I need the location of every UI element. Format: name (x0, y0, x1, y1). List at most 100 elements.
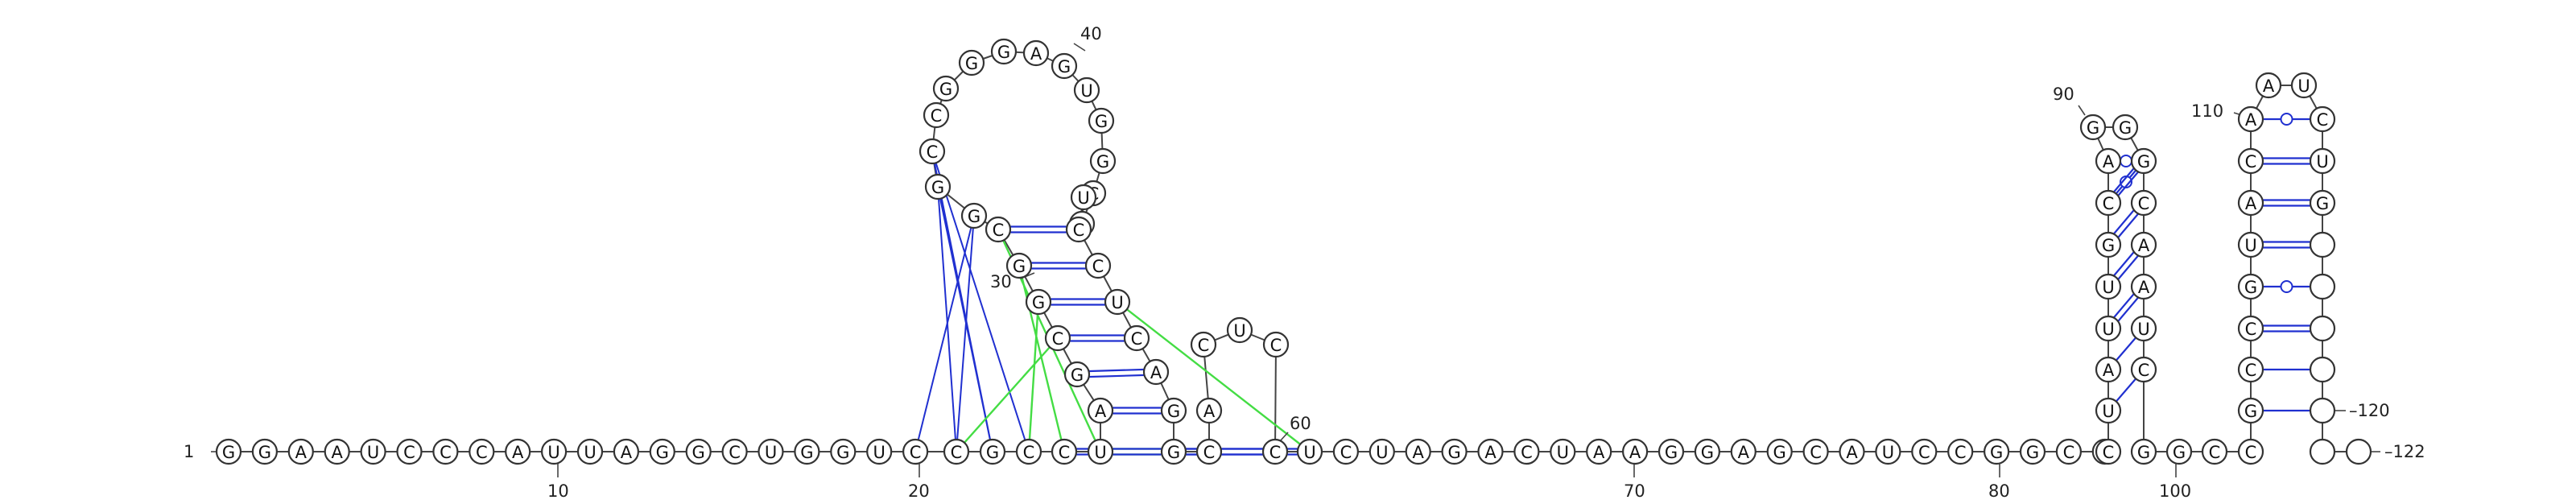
nucleotide: G (2165, 438, 2193, 465)
nucleotide: G (1984, 438, 2010, 465)
svg-text:G: G (222, 443, 235, 462)
svg-text:G: G (1058, 57, 1071, 76)
svg-text:A: A (332, 443, 344, 462)
label-120: –120 (2349, 401, 2390, 420)
nucleotide: G (1025, 288, 1052, 316)
base-pair (1077, 374, 1157, 378)
nucleotide: U (1226, 316, 1253, 344)
nucleotide: C (902, 438, 929, 465)
svg-text:U: U (1303, 443, 1315, 462)
nucleotide: G (685, 438, 712, 465)
nucleotide: G (2112, 114, 2139, 141)
nucleotide: C (2237, 315, 2264, 342)
nucleotide: C (2095, 438, 2122, 465)
label-40: 40 (1080, 24, 1102, 43)
nucleotide: C (1513, 438, 1540, 465)
nucleotide: A (613, 438, 640, 465)
svg-text:U: U (547, 443, 559, 462)
nucleotide: C (919, 138, 946, 165)
nucleotide: G (1441, 438, 1468, 465)
nucleotide: C (469, 438, 495, 465)
nucleotide: C (1051, 438, 1078, 465)
nucleotide: A (2237, 189, 2264, 217)
svg-text:C: C (729, 443, 741, 462)
svg-text:G: G (965, 54, 978, 73)
nucleotide: A (1087, 397, 1114, 424)
svg-text:C: C (2063, 443, 2075, 462)
interaction-line (1117, 301, 1311, 452)
svg-text:G: G (1665, 443, 1678, 462)
svg-text:G: G (1773, 443, 1786, 462)
nucleotide: A (2095, 147, 2122, 175)
nucleotide: G (794, 438, 820, 465)
svg-text:G: G (2137, 443, 2150, 462)
label-20: 20 (908, 481, 930, 501)
svg-text:C: C (440, 443, 452, 462)
label-80: 80 (1988, 481, 2010, 501)
nucleotide: C (2130, 356, 2157, 383)
svg-text:C: C (2138, 361, 2150, 380)
svg-text:G: G (1032, 293, 1045, 312)
nucleotide: C (943, 438, 970, 465)
label-10: 10 (547, 481, 569, 501)
svg-text:G: G (968, 207, 980, 226)
svg-text:G: G (1071, 366, 1084, 385)
svg-text:G: G (2087, 118, 2099, 138)
svg-text:C: C (1203, 443, 1216, 462)
svg-text:C: C (2103, 194, 2115, 213)
wobble-marker (2120, 155, 2132, 167)
svg-text:U: U (1882, 443, 1894, 462)
nucleotide: C (1044, 324, 1071, 352)
svg-text:A: A (1629, 443, 1641, 462)
nucleotide: G (2130, 147, 2157, 175)
nucleotide: U (1550, 438, 1576, 465)
svg-text:C: C (2209, 443, 2221, 462)
nucleotide: G (215, 438, 242, 465)
nucleotide: U (2095, 315, 2122, 342)
svg-text:G: G (2244, 402, 2257, 421)
nucleotide: C (396, 438, 423, 465)
nucleotide: U (2237, 231, 2264, 258)
nucleotide: C (2130, 189, 2157, 217)
wobble-marker (2280, 280, 2293, 293)
nucleotide: U (1087, 438, 1114, 465)
nucleotide: U (2290, 72, 2318, 99)
nucleotide: C (2237, 147, 2264, 175)
nucleotide: U (1296, 438, 1323, 465)
nucleotide: A (1839, 438, 1865, 465)
nucleotide: G (649, 438, 675, 465)
svg-text:U: U (2244, 236, 2256, 255)
svg-text:C: C (2245, 320, 2257, 339)
nucleotide: G (1063, 361, 1091, 388)
nucleotide (2309, 231, 2336, 258)
svg-text:C: C (2245, 152, 2257, 171)
svg-text:A: A (512, 443, 524, 462)
svg-text:C: C (1955, 443, 1967, 462)
nucleotide (2309, 273, 2336, 300)
svg-text:C: C (1521, 443, 1533, 462)
nucleotide: G (1088, 107, 1115, 134)
nucleotide: U (2095, 397, 2122, 424)
nucleotide: A (324, 438, 350, 465)
base-pair (1076, 368, 1156, 373)
nucleotide: U (1368, 438, 1395, 465)
svg-text:U: U (873, 443, 886, 462)
nucleotide: A (1142, 358, 1170, 386)
svg-text:G: G (1013, 257, 1026, 276)
svg-text:C: C (910, 443, 922, 462)
nucleotide: G (958, 49, 985, 76)
svg-text:U: U (2137, 320, 2149, 339)
svg-text:C: C (1918, 443, 1930, 462)
nucleotide: A (1730, 438, 1757, 465)
svg-text:G: G (836, 443, 849, 462)
nucleotide: G (1160, 397, 1187, 424)
nucleotide: U (576, 438, 604, 465)
svg-text:A: A (295, 443, 308, 462)
svg-text:G: G (1990, 443, 2003, 462)
svg-text:A: A (1484, 443, 1496, 462)
svg-text:U: U (367, 443, 379, 462)
svg-text:C: C (2138, 194, 2150, 213)
nucleotide: A (1022, 39, 1050, 67)
tick-60 (1279, 432, 1289, 442)
